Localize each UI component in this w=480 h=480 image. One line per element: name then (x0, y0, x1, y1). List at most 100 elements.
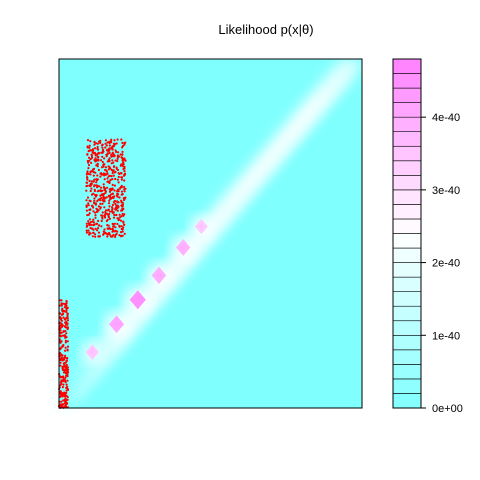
sample-point (123, 232, 126, 235)
sample-point (114, 226, 117, 229)
sample-point (113, 195, 116, 198)
sample-point (112, 225, 115, 228)
sample-point (61, 367, 64, 370)
sample-point (65, 308, 68, 312)
sample-point (108, 217, 111, 220)
sample-point (87, 156, 91, 159)
sample-point (108, 190, 112, 193)
sample-point (90, 161, 93, 164)
sample-point (122, 174, 126, 177)
likelihood-surface (59, 59, 362, 408)
sample-point (116, 178, 119, 181)
sample-point (105, 144, 108, 147)
sample-point (63, 378, 66, 381)
colorbar-tick-label: 0e+00 (432, 403, 463, 415)
sample-point (123, 188, 126, 191)
sample-point (59, 316, 62, 319)
sample-point (97, 152, 100, 155)
sample-point (110, 235, 113, 238)
sample-point (110, 175, 113, 178)
sample-point (112, 228, 115, 231)
colorbar-cell (392, 291, 422, 307)
sample-point (118, 216, 122, 219)
sample-point (120, 193, 123, 196)
sample-point (107, 148, 110, 151)
sample-point (85, 204, 88, 207)
sample-point (98, 224, 101, 227)
sample-point (86, 139, 90, 142)
sample-point (89, 226, 92, 230)
sample-point (91, 235, 94, 238)
sample-point (122, 226, 125, 229)
sample-point (97, 209, 100, 212)
sample-point (120, 184, 123, 187)
sample-point (100, 173, 103, 176)
sample-point (99, 159, 103, 162)
colorbar-cell (392, 87, 422, 103)
sample-point (102, 148, 105, 151)
sample-point (63, 402, 66, 405)
sample-point (62, 399, 65, 402)
colorbar-cell (392, 349, 422, 365)
sample-point (63, 363, 66, 366)
sample-point (111, 203, 114, 207)
sample-point (66, 322, 69, 325)
likelihood-ridge-core (68, 69, 356, 402)
sample-point (85, 189, 88, 192)
sample-point (121, 230, 124, 233)
sample-point (105, 212, 108, 215)
sample-point (102, 183, 105, 186)
sample-point (100, 196, 103, 199)
sample-point (120, 199, 123, 202)
sample-point (120, 190, 124, 193)
sample-point (96, 190, 99, 193)
sample-point (90, 180, 93, 183)
sample-point (96, 174, 99, 177)
sample-point (85, 181, 88, 184)
sample-point (110, 141, 113, 144)
sample-point (63, 391, 66, 394)
sample-point (120, 172, 123, 175)
colorbar-cell (392, 247, 422, 263)
sample-point (94, 147, 97, 150)
sample-point (113, 222, 116, 225)
sample-point (66, 345, 70, 348)
sample-point (103, 216, 107, 219)
sample-point (123, 190, 126, 193)
sample-point (94, 211, 97, 214)
sample-point (118, 213, 121, 216)
sample-point (112, 234, 115, 237)
sample-point (114, 177, 117, 181)
sample-point (119, 164, 122, 167)
sample-point (111, 159, 114, 162)
sample-point (118, 218, 121, 221)
sample-point (111, 183, 114, 186)
sample-point (86, 176, 89, 179)
sample-point (88, 179, 91, 183)
sample-point (85, 222, 88, 225)
sample-point (61, 358, 64, 361)
sample-point (107, 180, 110, 183)
sample-point (97, 227, 100, 230)
sample-point (103, 228, 106, 231)
sample-point (66, 402, 69, 405)
ridge-peak-core (89, 348, 96, 356)
sample-point (108, 144, 111, 147)
colorbar-cell (392, 145, 422, 162)
sample-point (103, 206, 106, 209)
colorbar-cell (392, 73, 422, 89)
sample-point (103, 178, 106, 181)
sample-point (66, 319, 70, 322)
sample-point (85, 209, 88, 212)
sample-point (123, 143, 126, 146)
colorbar-tick-label: 2e-40 (432, 258, 460, 270)
sample-point (60, 319, 64, 322)
sample-point (112, 169, 115, 172)
sample-point (94, 154, 97, 157)
sample-point (93, 188, 96, 191)
sample-point (110, 168, 113, 172)
sample-point (96, 186, 99, 189)
sample-point (99, 190, 102, 193)
sample-point (66, 312, 69, 315)
sample-point (59, 364, 62, 367)
